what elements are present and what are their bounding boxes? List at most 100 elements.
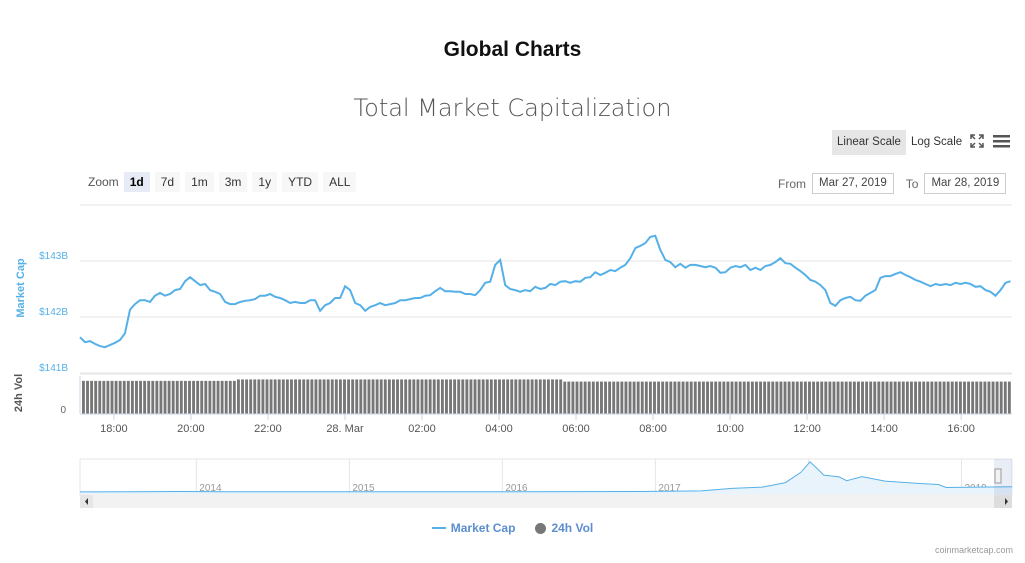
y-tick-label: $142B (39, 307, 68, 318)
volume-bar (567, 381, 571, 414)
scroll-right-button[interactable] (994, 495, 1012, 508)
navigator-selection[interactable] (994, 459, 1012, 495)
log-scale-button[interactable]: Log Scale (911, 136, 963, 148)
volume-bar (693, 381, 697, 414)
zoom-3m-button[interactable]: 3m (218, 172, 248, 192)
volume-bar (865, 381, 869, 414)
zoom-1m-button[interactable]: 1m (185, 172, 214, 192)
volume-bar (787, 381, 791, 414)
volume-bar (644, 381, 648, 414)
menu-icon[interactable] (993, 135, 1010, 148)
volume-bar (852, 381, 856, 414)
volume-bar (338, 379, 342, 414)
volume-bar (706, 381, 709, 414)
volume-bar (958, 381, 962, 414)
volume-bar (285, 379, 289, 414)
volume-bar (681, 381, 685, 414)
zoom-1d-button[interactable]: 1d (123, 172, 150, 192)
volume-bar (192, 380, 196, 414)
volume-bar (575, 381, 579, 414)
volume-bar (196, 380, 200, 414)
volume-bar (310, 379, 314, 414)
volume-bar (1007, 381, 1011, 414)
legend-market-cap[interactable]: Market Cap (431, 521, 515, 535)
volume-bar (375, 379, 379, 414)
volume-bar (991, 381, 995, 414)
navigator-scrollbar[interactable] (80, 495, 1012, 508)
volume-bar (200, 380, 204, 414)
vol-axis-tick: 0 (60, 405, 66, 416)
navigator-handle[interactable] (994, 468, 1002, 484)
volume-bar (812, 381, 816, 414)
volume-bar (387, 379, 391, 414)
volume-bar (114, 380, 118, 414)
volume-bar (538, 379, 542, 414)
vol-axis-title-1: 24h Vol (13, 374, 25, 412)
x-tick-label: 22:00 (254, 423, 282, 435)
volume-bar (746, 381, 750, 414)
volume-bar (379, 379, 383, 414)
from-label: From (778, 176, 806, 191)
volume-bar (669, 381, 673, 414)
arrow-left-icon (85, 498, 88, 505)
volume-bar (710, 381, 714, 414)
x-tick-label: 02:00 (408, 423, 436, 435)
volume-bar (477, 379, 481, 414)
volume-bar (587, 381, 591, 414)
zoom-7d-button[interactable]: 7d (154, 172, 181, 192)
volume-bar (734, 381, 738, 414)
volume-bar (808, 381, 811, 414)
volume-bar (290, 379, 293, 414)
volume-bar (98, 380, 102, 414)
zoom-all-button[interactable]: ALL (323, 172, 357, 192)
volume-bar (493, 379, 497, 414)
volume-bar (351, 379, 355, 414)
volume-bar (750, 381, 754, 414)
volume-bar (918, 381, 922, 414)
volume-bar (559, 379, 563, 414)
volume-bar (204, 380, 208, 414)
volume-bar (469, 379, 473, 414)
volume-bar (404, 379, 408, 414)
volume-bar (86, 380, 89, 414)
volume-bar (636, 381, 640, 414)
volume-bar (110, 380, 114, 414)
navigator-year-label: 2017 (658, 483, 681, 494)
volume-bar (253, 379, 257, 414)
volume-bar (188, 380, 191, 414)
volume-bar (94, 380, 98, 414)
volume-bar (930, 381, 934, 414)
volume-bar (485, 379, 489, 414)
credit-link[interactable]: coinmarketcap.com (934, 545, 1013, 555)
volume-bar (367, 379, 371, 414)
from-date-input[interactable]: Mar 27, 2019 (812, 173, 894, 194)
volume-bar (648, 381, 652, 414)
volume-bar (408, 379, 412, 414)
volume-bar (220, 380, 224, 414)
linear-scale-button[interactable]: Linear Scale (832, 130, 906, 155)
volume-bar (620, 381, 624, 414)
volume-bar (697, 381, 701, 414)
to-date-input[interactable]: Mar 28, 2019 (924, 173, 1007, 194)
volume-bar (151, 380, 155, 414)
legend-24h-vol[interactable]: 24h Vol (535, 521, 593, 535)
volume-bar (506, 379, 510, 414)
x-tick-label: 18:00 (100, 423, 128, 435)
volume-bar (755, 381, 758, 414)
fullscreen-icon[interactable] (970, 134, 984, 148)
zoom-ytd-button[interactable]: YTD (282, 172, 319, 192)
volume-bar (396, 379, 399, 414)
volume-bar (926, 381, 930, 414)
volume-bar (616, 381, 620, 414)
volume-bar (183, 380, 187, 414)
legend: Market Cap 24h Vol (0, 521, 1025, 535)
zoom-1y-button[interactable]: 1y (252, 172, 278, 192)
volume-bar (673, 381, 677, 414)
volume-bar (583, 381, 587, 414)
volume-bar (245, 379, 249, 414)
volume-bar (518, 379, 522, 414)
volume-bar (857, 381, 860, 414)
volume-bar (412, 379, 416, 414)
volume-bar (424, 379, 428, 414)
volume-bar (975, 381, 979, 414)
